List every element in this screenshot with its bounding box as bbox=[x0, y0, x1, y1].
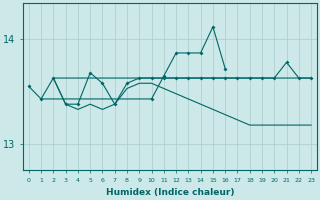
X-axis label: Humidex (Indice chaleur): Humidex (Indice chaleur) bbox=[106, 188, 234, 197]
